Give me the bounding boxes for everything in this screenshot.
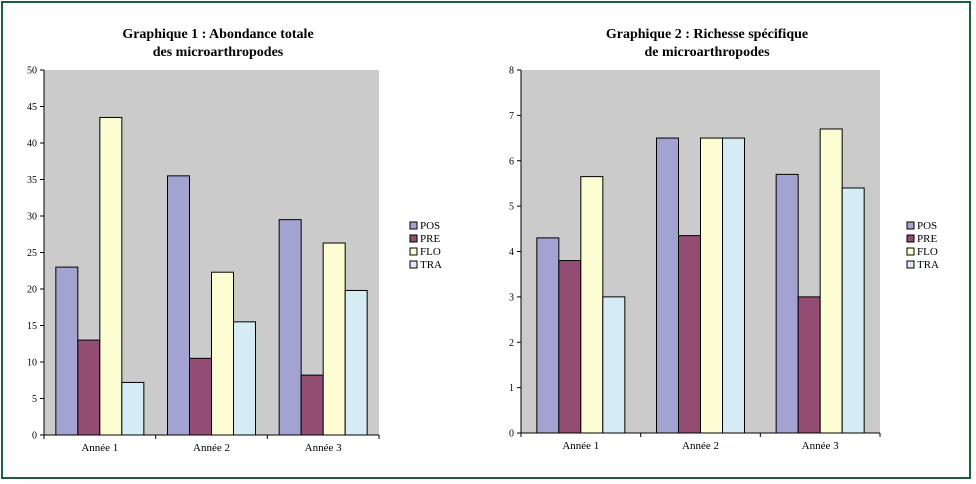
legend-label-tra: TRA (420, 259, 442, 271)
bar-pos-3 (278, 219, 302, 436)
x-category-label: Année 1 (81, 442, 118, 454)
bar-flo-2 (700, 137, 723, 434)
y-tick-label: 0 (509, 429, 514, 440)
y-tick-label: 0 (32, 431, 37, 442)
legend-swatch-pre (906, 234, 915, 243)
y-tick-label: 3 (509, 292, 514, 303)
bar-pos-3 (775, 173, 799, 434)
bar-pos-1 (536, 237, 560, 434)
y-tick-label: 6 (509, 156, 514, 167)
y-tick-label: 5 (509, 202, 514, 213)
bar-tra-1 (121, 381, 145, 436)
legend-swatch-tra (409, 260, 418, 269)
y-tick-label: 5 (32, 394, 37, 405)
y-tick-label: 40 (27, 139, 37, 150)
chart-1-plot-area: 0 5 10 15 20 25 30 35 40 45 50 Année 1 Année 2 Année … (27, 66, 380, 454)
bar-tra-3 (841, 187, 865, 434)
bar-pos-2 (167, 175, 190, 436)
bar-pre-3 (300, 374, 324, 436)
legend-label-flo: FLO (420, 246, 441, 258)
legend-label-pre: PRE (917, 233, 937, 245)
bar-pre-1 (558, 260, 582, 434)
chart-1: Graphique 1 : Abondance totale des micro… (27, 27, 442, 454)
bar-flo-1 (580, 176, 604, 434)
x-category-label: Année 3 (802, 440, 839, 452)
x-category-label: Année 2 (193, 442, 230, 454)
bar-tra-2 (722, 137, 745, 434)
x-category-label: Année 2 (682, 440, 719, 452)
y-tick-label: 30 (27, 212, 37, 223)
bar-flo-3 (322, 242, 346, 436)
y-tick-label: 45 (27, 102, 37, 113)
y-tick-label: 20 (27, 285, 37, 296)
legend-swatch-pos (409, 221, 418, 230)
chart-1-title-line1: Graphique 1 : Abondance totale (122, 27, 313, 42)
legend-label-pos: POS (420, 220, 440, 232)
chart-2-plot-area: 0 1 2 3 4 5 6 7 8 Année 1 Année 2 Année 3 (509, 66, 881, 452)
y-tick-label: 35 (27, 175, 37, 186)
bar-tra-1 (602, 296, 626, 434)
y-tick-label: 10 (27, 358, 37, 369)
legend-label-tra: TRA (917, 259, 939, 271)
legend-swatch-tra (906, 260, 915, 269)
legend-label-pre: PRE (420, 233, 440, 245)
bar-pos-2 (656, 137, 679, 434)
chart-2-title-line1: Graphique 2 : Richesse spécifique (606, 27, 808, 42)
y-tick-label: 1 (509, 383, 514, 394)
bar-tra-3 (344, 289, 368, 436)
legend-swatch-pos (906, 221, 915, 230)
y-tick-label: 50 (27, 66, 37, 77)
bar-pre-2 (678, 235, 701, 434)
x-category-label: Année 3 (305, 442, 342, 454)
legend-label-flo: FLO (917, 246, 938, 258)
legend-swatch-flo (906, 247, 915, 256)
bar-pre-2 (189, 357, 212, 436)
y-tick-label: 2 (509, 338, 514, 349)
y-tick-label: 25 (27, 248, 37, 259)
bar-pre-1 (77, 339, 101, 436)
chart-2: Graphique 2 : Richesse spécifique de mic… (509, 27, 939, 452)
y-tick-label: 8 (509, 66, 514, 77)
x-category-label: Année 1 (562, 440, 599, 452)
legend-swatch-flo (409, 247, 418, 256)
legend-label-pos: POS (917, 220, 937, 232)
bar-flo-2 (211, 271, 234, 436)
bar-flo-1 (99, 116, 123, 436)
bar-tra-2 (233, 321, 256, 436)
bar-flo-3 (819, 128, 843, 434)
chart-1-title-line2: des microarthropodes (153, 45, 284, 60)
y-tick-label: 4 (509, 247, 514, 258)
y-tick-label: 7 (509, 111, 514, 122)
bar-pos-1 (55, 266, 79, 436)
bar-pre-3 (797, 296, 821, 434)
legend-swatch-pre (409, 234, 418, 243)
y-tick-label: 15 (27, 321, 37, 332)
chart-2-title-line2: de microarthropodes (644, 45, 770, 60)
